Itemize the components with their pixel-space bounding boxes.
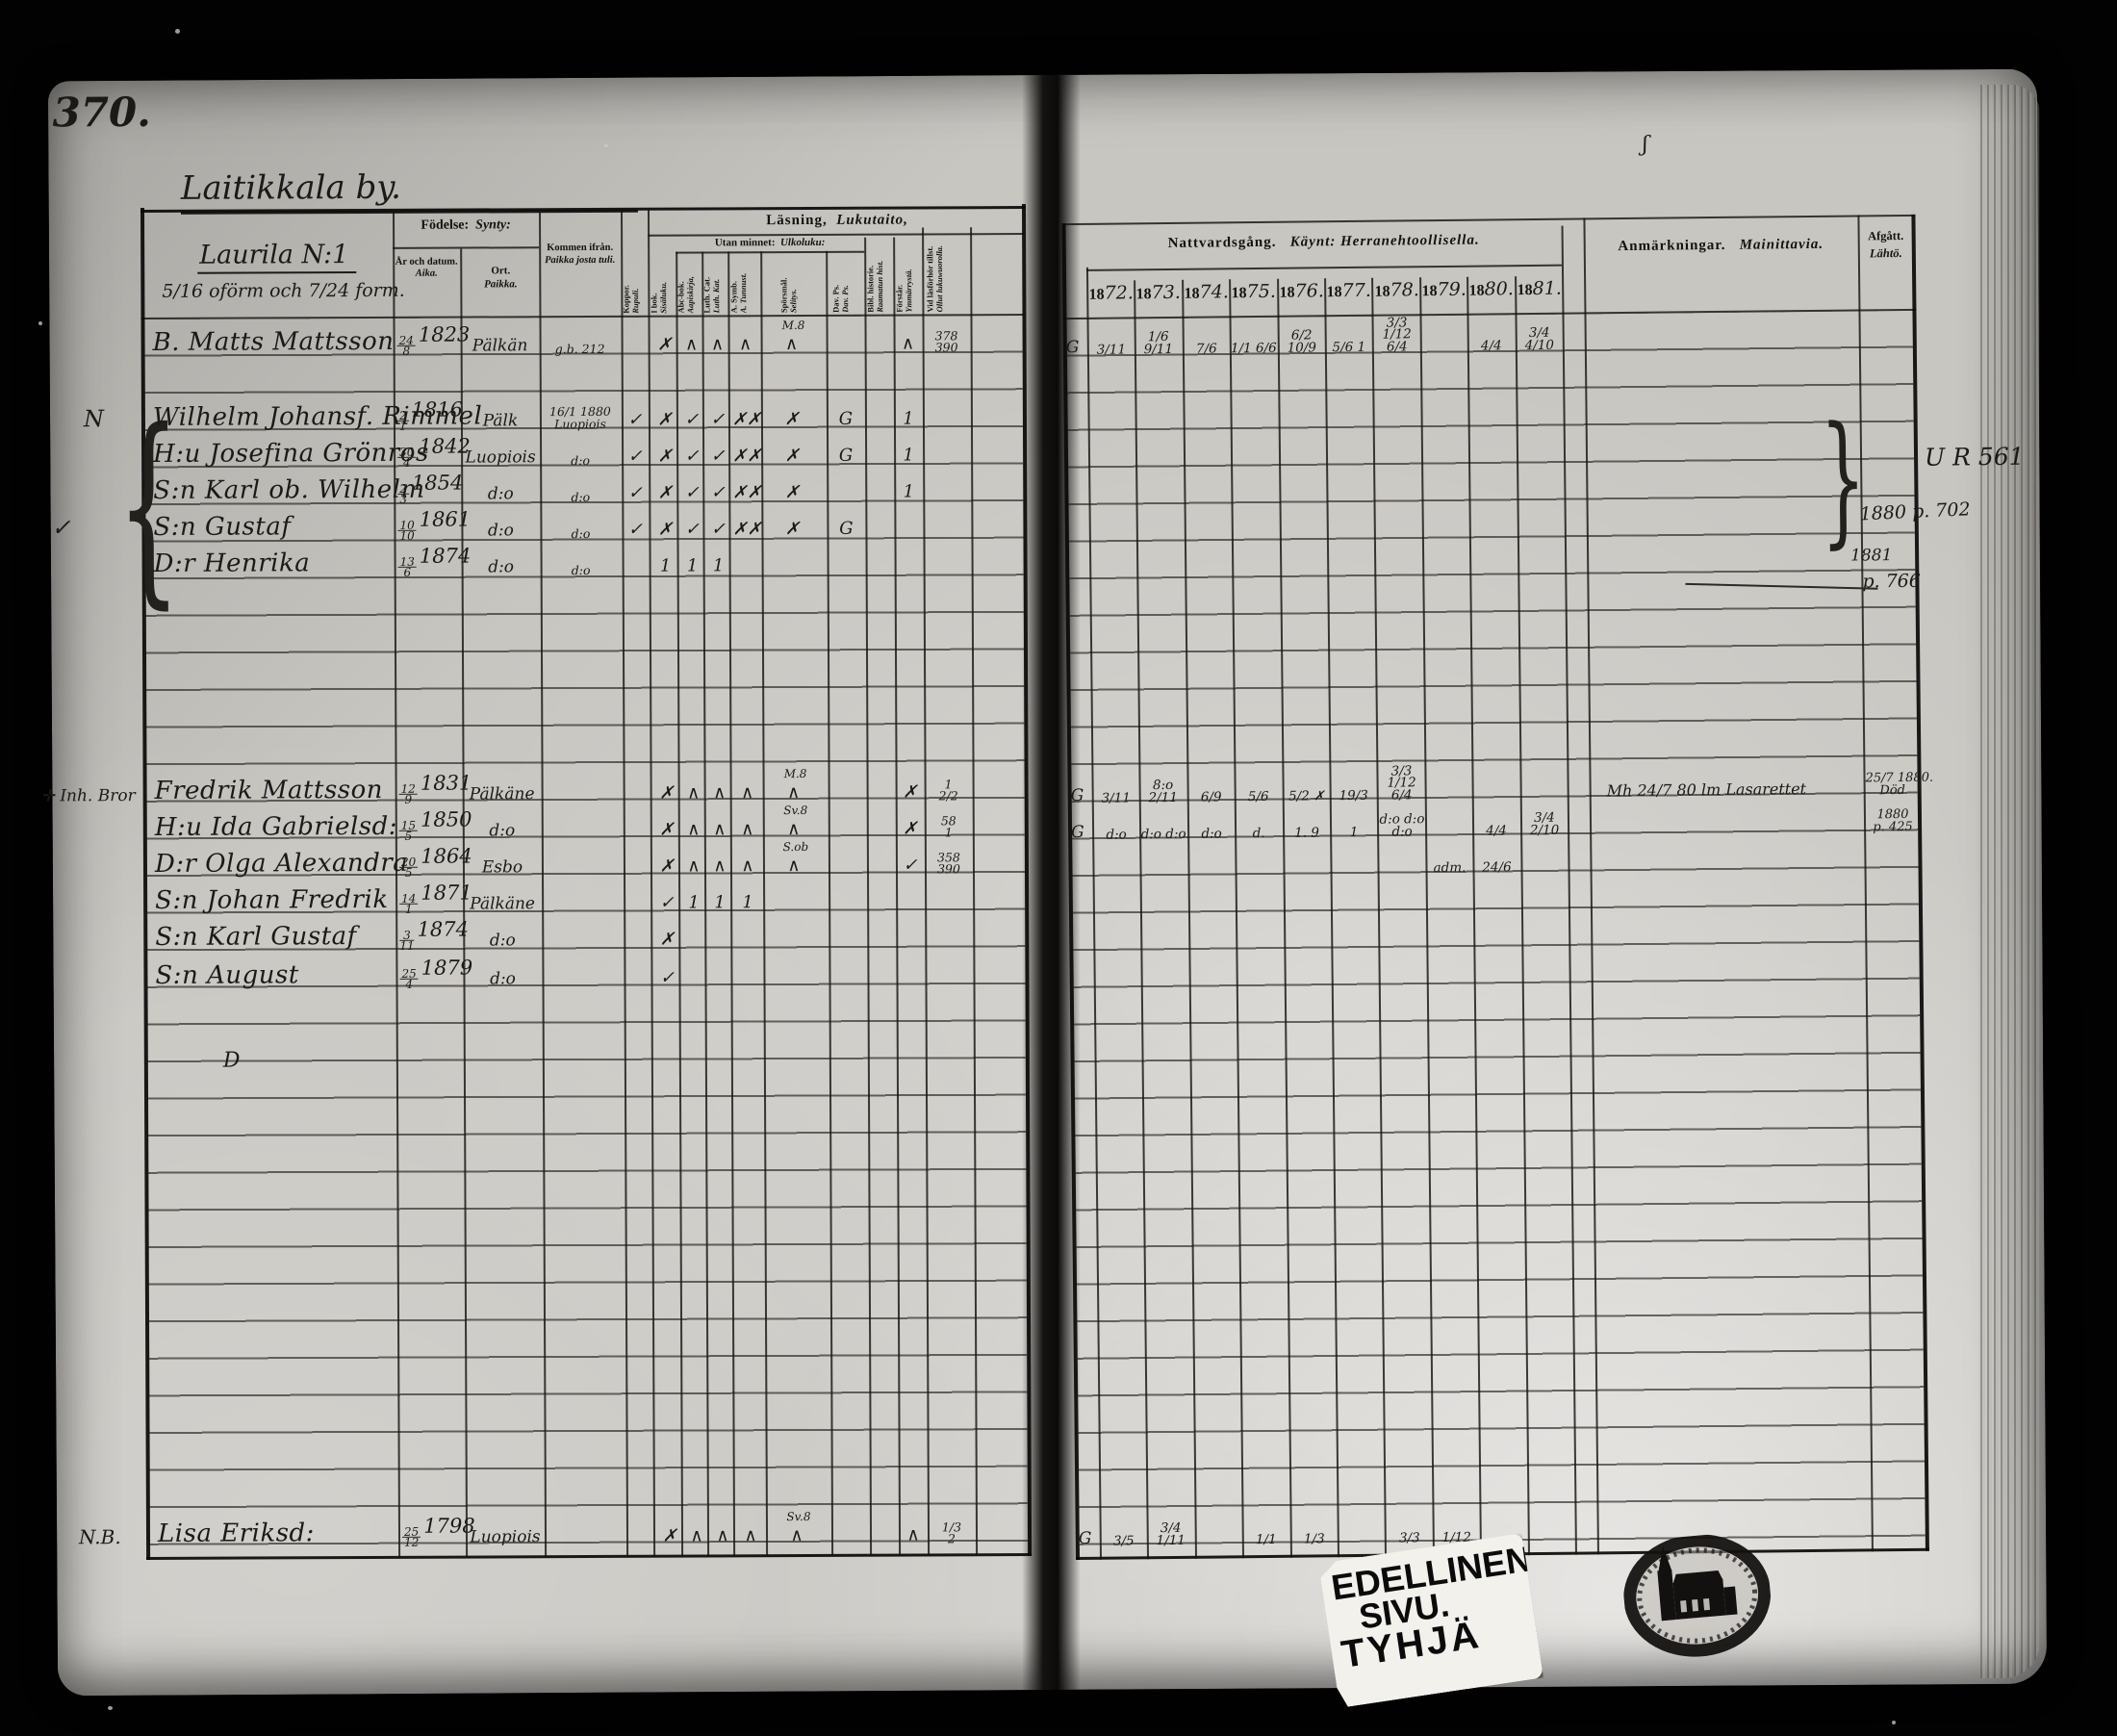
dust-speck — [108, 1706, 113, 1710]
dust-speck — [604, 144, 608, 147]
header-communion-sv: Nattvardsgång. — [1167, 234, 1277, 251]
header-remarks: Anmärkningar. Mainittavia. — [1584, 236, 1858, 255]
dust-speck — [175, 29, 180, 34]
table-top-border — [1061, 214, 1916, 226]
header-communion-fi: Käynt: Herranehtoollisella. — [1289, 232, 1480, 250]
departed: 25/7 1880. Död — [1865, 770, 1934, 799]
margin-reference: U R 561 — [1924, 442, 2025, 472]
dust-speck — [1892, 1721, 1896, 1724]
year-header: 1877. — [1326, 279, 1371, 302]
page-stack-edge — [1978, 85, 2040, 1678]
year-header: 1873. — [1135, 281, 1181, 304]
margin-reference: 1880 p. 702 — [1859, 498, 1971, 525]
margin-reference: 1881 — [1850, 546, 1893, 566]
year-header: 1880. — [1468, 278, 1514, 300]
header-departed-sv: Afgått. — [1867, 228, 1904, 243]
dust-speck — [38, 321, 42, 325]
year-header: 1879. — [1421, 278, 1467, 301]
table-row: G 3/5 3/4 1/11 1/1 1/3 3/3 1/12 — [1078, 1520, 1472, 1549]
year-header: 1872. — [1088, 282, 1134, 304]
year-header: 1881. — [1517, 277, 1562, 299]
year-header: 1878. — [1374, 279, 1419, 301]
year-header: 1875. — [1231, 280, 1276, 303]
year-header: 1876. — [1279, 280, 1324, 302]
archive-label-sticker: EDELLINEN. SIVU. TYHJÄ — [1318, 1533, 1543, 1708]
header-line — [1085, 264, 1562, 271]
year-header: 1874. — [1184, 281, 1229, 303]
ruled-rows — [1066, 310, 1926, 1546]
header-remarks-sv: Anmärkningar. — [1618, 237, 1726, 255]
header-remarks-fi: Mainittavia. — [1739, 236, 1824, 253]
church-stamp-icon — [1620, 1530, 1776, 1669]
header-departed-fi: Lähtö. — [1869, 245, 1902, 260]
header-departed: Afgått. Lähtö. — [1858, 228, 1914, 263]
departed: 1880 p. 425 — [1873, 806, 1913, 835]
stray-squiggle: ʃ — [1642, 132, 1648, 157]
margin-brace: } — [1819, 396, 1867, 562]
header-communion: Nattvardsgång. Käynt: Herranehtoollisell… — [1086, 232, 1562, 253]
